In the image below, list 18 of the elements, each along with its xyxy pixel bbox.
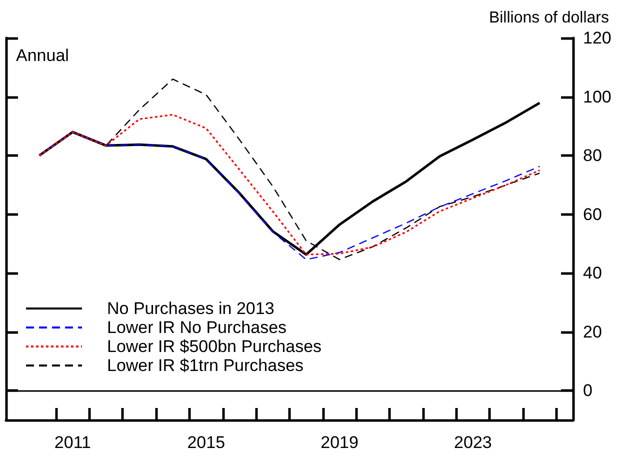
y-tick-label: 120 (583, 28, 612, 48)
y-tick-label: 60 (583, 204, 602, 224)
legend-label: Lower IR $1trn Purchases (107, 356, 304, 375)
x-tick-label: 2019 (320, 433, 358, 452)
y-tick-label: 40 (583, 264, 602, 283)
annotation: Annual (16, 46, 69, 65)
legend-label: Lower IR $500bn Purchases (107, 337, 322, 356)
y-tick-label: 0 (583, 381, 592, 400)
y-tick-label: 80 (583, 146, 602, 166)
x-tick-label: 2015 (187, 433, 226, 452)
legend-label: No Purchases in 2013 (107, 299, 274, 318)
x-tick-label: 2023 (454, 433, 492, 452)
y-tick-label: 100 (583, 87, 612, 106)
line-series (38, 131, 540, 260)
y-tick-label: 20 (583, 322, 602, 342)
y-axis-title: Billions of dollars (488, 10, 609, 26)
legend-label: Lower IR No Purchases (107, 318, 287, 337)
x-tick-label: 2011 (54, 433, 91, 452)
